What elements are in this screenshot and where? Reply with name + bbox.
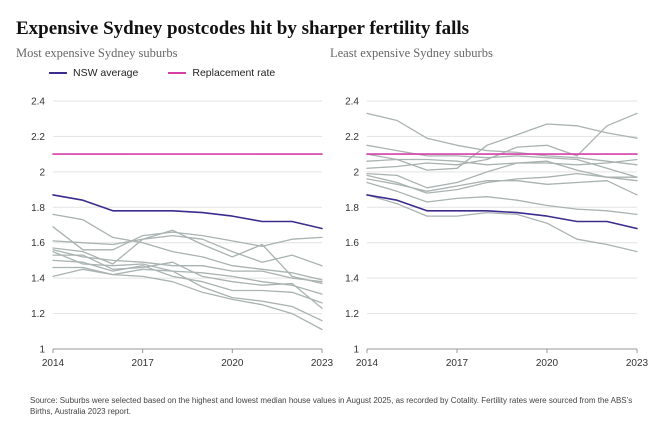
legend-label-nsw-average: NSW average [73, 67, 139, 79]
series-line-suburb-7-right [366, 172, 638, 194]
series-line-suburb-8-right [366, 178, 638, 196]
y-tick-label-left: 1.6 [31, 238, 45, 249]
y-tick-label-right: 1 [353, 345, 359, 356]
source-note: Source: Suburbs were selected based on t… [30, 396, 633, 416]
y-tick-label-right: 2 [353, 167, 359, 178]
legend: NSW average Replacement rate [49, 67, 305, 79]
series-line-nsw-average-right [366, 194, 638, 230]
series-line-suburb-10-left [52, 268, 323, 331]
legend-swatch-nsw-average [49, 72, 67, 74]
x-tick-label-left: 2023 [311, 358, 334, 369]
series-line-suburb-9-left [52, 266, 323, 322]
y-tick-label-left: 1.4 [31, 274, 45, 285]
series-line-suburb-3-right [366, 153, 638, 166]
x-tick-label-left: 2014 [42, 358, 65, 369]
series-line-suburb-9-right [366, 181, 638, 216]
y-tick-label-left: 2 [39, 167, 45, 178]
legend-item-replacement-rate: Replacement rate [168, 67, 275, 79]
series-line-suburb-1-left [52, 213, 323, 281]
y-tick-label-right: 1.4 [345, 274, 359, 285]
legend-swatch-replacement-rate [168, 72, 187, 74]
y-tick-label-left: 1 [39, 345, 45, 356]
y-tick-label-left: 1.2 [31, 309, 45, 320]
series-line-suburb-4-left [52, 229, 323, 285]
x-tick-label-right: 2014 [356, 358, 379, 369]
y-tick-label-right: 1.8 [345, 203, 359, 214]
x-tick-label-left: 2020 [221, 358, 244, 369]
chart-panel-right: 2.4 2.2 2 1.8 1.6 1.4 1.2 1 2014 2017 2020 2023 [345, 97, 648, 370]
series-line-suburb-3-left [52, 234, 323, 267]
x-tick-label-right: 2020 [536, 358, 559, 369]
y-tick-label-left: 1.8 [31, 203, 45, 214]
x-tick-label-right: 2017 [446, 358, 469, 369]
series-line-suburb-10-right [366, 194, 638, 253]
series-line-suburb-2-left [52, 226, 323, 251]
legend-item-nsw-average: NSW average [49, 67, 138, 79]
chart-title: Expensive Sydney postcodes hit by sharpe… [16, 18, 470, 39]
left-panel-subtitle: Most expensive Sydney suburbs [16, 46, 178, 60]
series-line-suburb-6-left [52, 250, 323, 295]
x-tick-label-left: 2017 [132, 358, 155, 369]
legend-label-replacement-rate: Replacement rate [192, 67, 276, 79]
series-line-nsw-average-left [52, 194, 323, 230]
chart-panel-left: 2.4 2.2 2 1.8 1.6 1.4 1.2 1 2014 2017 2020 2023 [31, 97, 333, 370]
series-line-suburb-2-right [366, 144, 638, 178]
series-line-suburb-5-left [52, 249, 323, 283]
y-tick-label-left: 2.4 [31, 97, 45, 108]
y-tick-label-right: 1.6 [345, 238, 359, 249]
series-line-suburb-1-right [366, 112, 638, 166]
series-line-suburb-6-right [366, 160, 638, 189]
y-tick-label-right: 2.2 [345, 132, 359, 143]
y-tick-label-right: 2.4 [345, 97, 359, 108]
series-line-suburb-7-left [52, 254, 323, 309]
y-tick-label-right: 1.2 [345, 309, 359, 320]
right-panel-subtitle: Least expensive Sydney suburbs [330, 46, 493, 60]
x-tick-label-right: 2023 [626, 358, 649, 369]
series-line-suburb-8-left [52, 259, 323, 304]
y-tick-label-left: 2.2 [31, 132, 45, 143]
